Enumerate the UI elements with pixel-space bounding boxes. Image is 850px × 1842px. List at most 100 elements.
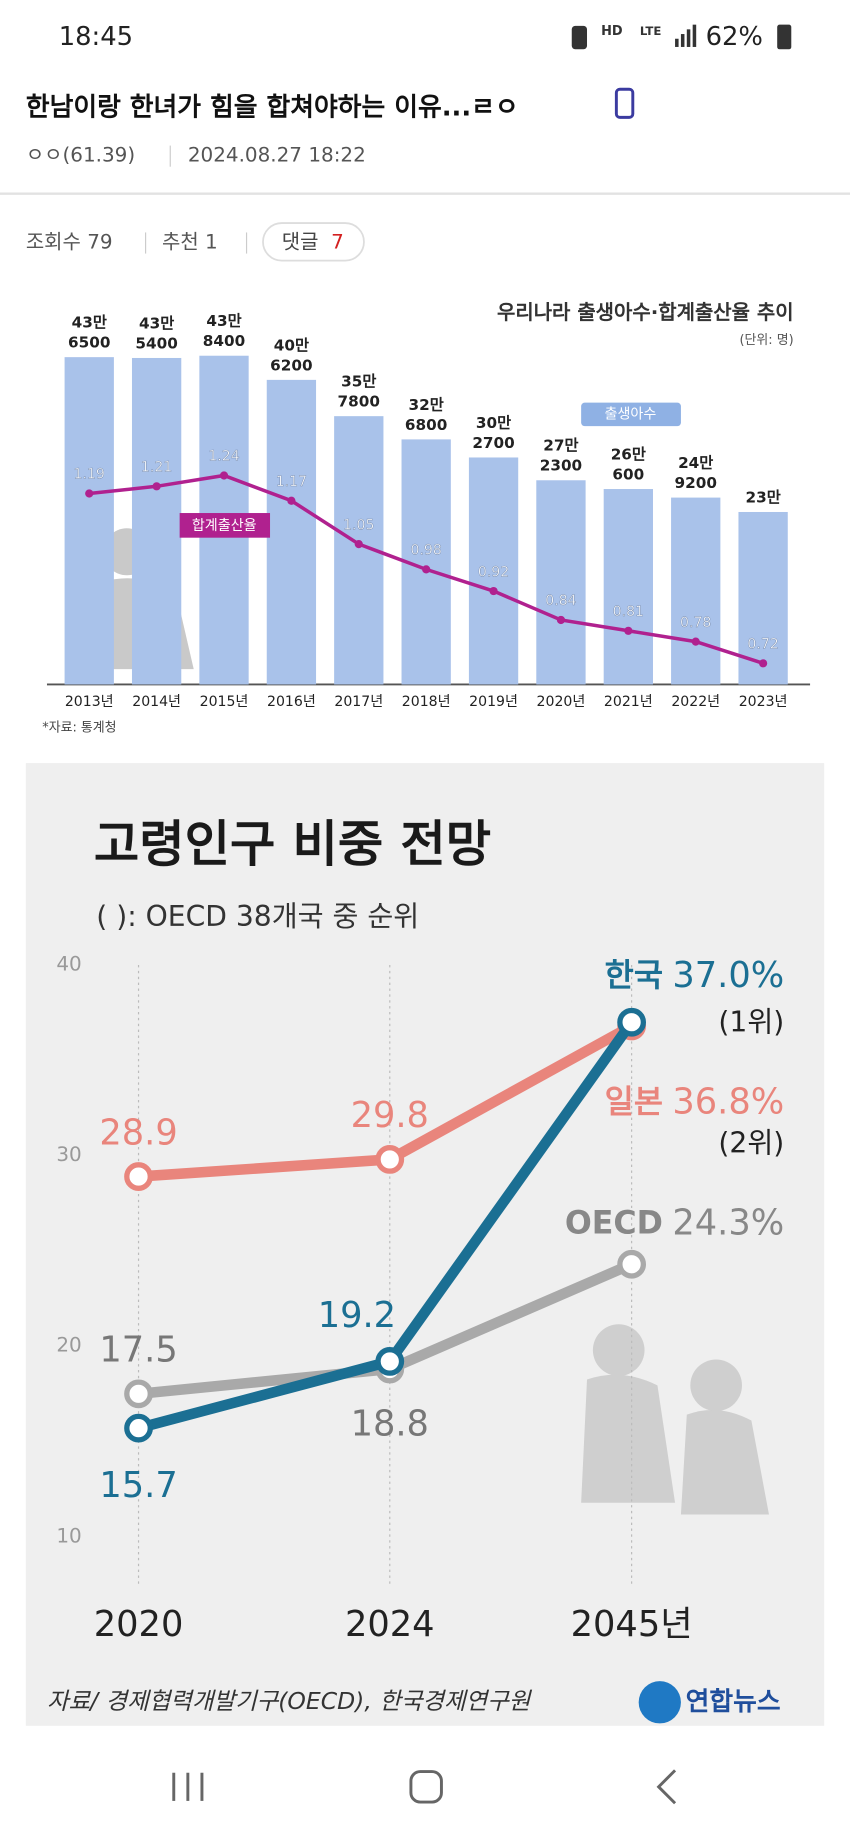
rate-point bbox=[556, 615, 566, 625]
recommend-count: 추천 1 bbox=[162, 230, 218, 254]
x-tick-label: 2016년 bbox=[267, 694, 316, 710]
aging-chart: 고령인구 비중 전망 ( ): OECD 38개국 중 순위 자료/ 경제협력개… bbox=[47, 815, 784, 1724]
x-tick-label: 2021년 bbox=[604, 694, 653, 710]
chart-title: 고령인구 비중 전망 bbox=[94, 815, 491, 873]
mobile-icon bbox=[614, 87, 635, 119]
elderly-illustration bbox=[581, 1324, 769, 1515]
series-name: 일본 bbox=[605, 1085, 663, 1121]
post-title: 한남이랑 한녀가 힘을 합쳐야하는 이유...ㄹㅇ bbox=[26, 93, 519, 123]
bar bbox=[266, 379, 317, 685]
series-name: 한국 bbox=[605, 958, 663, 994]
back-button[interactable] bbox=[656, 1769, 677, 1805]
bar bbox=[536, 480, 586, 685]
rate-value-label: 1.19 bbox=[74, 467, 105, 483]
rate-point bbox=[287, 496, 296, 505]
status-icon bbox=[571, 25, 588, 50]
x-tick-label: 2013년 bbox=[65, 694, 114, 710]
rate-point bbox=[691, 637, 700, 646]
x-tick-label: 2019년 bbox=[469, 694, 518, 710]
series-point bbox=[617, 1007, 647, 1037]
rate-value-label: 0.78 bbox=[680, 615, 711, 631]
rate-value-label: 0.98 bbox=[410, 543, 441, 559]
rate-point bbox=[489, 586, 498, 596]
comment-count[interactable]: 7 bbox=[331, 230, 344, 254]
x-tick-label: 2018년 bbox=[402, 694, 451, 710]
rate-value-label: 0.81 bbox=[613, 604, 644, 620]
series-point bbox=[124, 1413, 153, 1443]
comment-label[interactable]: 댓글 bbox=[282, 230, 319, 254]
chart-subtitle: ( ): OECD 38개국 중 순위 bbox=[96, 900, 419, 933]
bar-value-label: 24만 bbox=[678, 454, 713, 472]
x-tick-label: 2020 bbox=[94, 1604, 184, 1645]
signal-icon bbox=[675, 24, 697, 47]
rate-value-label: 0.84 bbox=[545, 593, 576, 609]
chart-background bbox=[25, 763, 825, 1726]
data-label: 15.7 bbox=[99, 1465, 177, 1506]
series-point bbox=[375, 1347, 405, 1376]
birth-chart: 우리나라 출생아수·합계출산율 추이 (단위: 명) *자료: 통계청 2013… bbox=[42, 300, 811, 735]
logo-mark bbox=[638, 1681, 681, 1724]
bar-value-label: 40만 bbox=[274, 336, 309, 354]
rate-point bbox=[624, 626, 633, 635]
bar-value-label: 43만 bbox=[139, 314, 174, 332]
y-tick-label: 20 bbox=[56, 1333, 81, 1357]
rate-point bbox=[219, 471, 229, 480]
view-count: 조회수 79 bbox=[26, 230, 113, 254]
bar-value-label: 600 bbox=[612, 465, 644, 483]
end-value-label: 36.8% bbox=[672, 1082, 784, 1123]
rate-point bbox=[85, 489, 94, 498]
x-tick-label: 2014년 bbox=[132, 694, 181, 710]
bar bbox=[671, 497, 721, 685]
rate-value-label: 1.17 bbox=[276, 474, 307, 490]
rate-point bbox=[759, 659, 768, 668]
rank-note: (1위) bbox=[718, 1006, 784, 1039]
bar bbox=[468, 457, 519, 685]
rate-point bbox=[422, 565, 431, 574]
bar-value-label: 2300 bbox=[540, 457, 582, 475]
y-tick-label: 40 bbox=[56, 952, 81, 976]
data-label: 29.8 bbox=[351, 1095, 429, 1136]
end-value-label: 24.3% bbox=[672, 1202, 784, 1243]
recent-apps-button[interactable] bbox=[172, 1772, 204, 1801]
bar-value-label: 26만 bbox=[611, 445, 646, 463]
x-tick-label: 2020년 bbox=[537, 694, 586, 710]
rate-point bbox=[152, 482, 161, 491]
series-point bbox=[617, 1249, 647, 1279]
bar-value-label: 32만 bbox=[409, 396, 444, 414]
bar-value-label: 8400 bbox=[203, 332, 245, 350]
legend-label: 출생아수 bbox=[605, 406, 657, 422]
rate-point bbox=[354, 539, 363, 549]
status-battery: 62% bbox=[706, 22, 763, 52]
rate-value-label: 0.72 bbox=[747, 637, 778, 653]
bar-value-label: 43만 bbox=[72, 314, 107, 332]
rank-note: (2위) bbox=[718, 1127, 784, 1160]
bar-value-label: 2700 bbox=[472, 434, 514, 452]
x-tick-label: 2023년 bbox=[739, 694, 788, 710]
x-tick-label: 2024 bbox=[345, 1604, 435, 1645]
bar-value-label: 6200 bbox=[270, 356, 312, 374]
series-point bbox=[375, 1145, 405, 1174]
nav-bar bbox=[172, 1769, 677, 1805]
rate-value-label: 1.21 bbox=[141, 460, 172, 476]
post-author: ㅇㅇ(61.39) bbox=[26, 143, 135, 167]
bar bbox=[603, 489, 653, 685]
legend-box bbox=[179, 513, 271, 538]
rate-value-label: 0.92 bbox=[478, 564, 509, 580]
status-time: 18:45 bbox=[59, 22, 133, 52]
bar-value-label: 6500 bbox=[68, 334, 110, 352]
bar-value-label: 23만 bbox=[745, 488, 780, 506]
comment-button[interactable] bbox=[262, 222, 365, 262]
rate-value-label: 1.24 bbox=[208, 449, 239, 465]
home-button[interactable] bbox=[409, 1770, 443, 1804]
bar bbox=[131, 357, 182, 685]
legend-box bbox=[581, 402, 681, 427]
bar-value-label: 5400 bbox=[135, 334, 177, 352]
series-point bbox=[124, 1162, 153, 1191]
rate-value-label: 1.05 bbox=[343, 517, 374, 533]
x-tick-label: 2022년 bbox=[671, 694, 720, 710]
bar-value-label: 27만 bbox=[543, 437, 578, 455]
data-label: 17.5 bbox=[99, 1330, 177, 1371]
y-tick-label: 30 bbox=[56, 1142, 81, 1166]
